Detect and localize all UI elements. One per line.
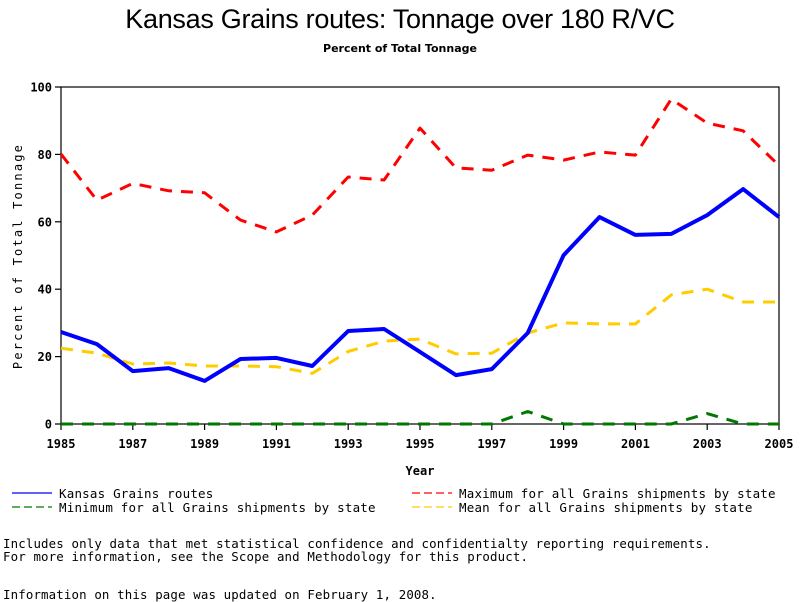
legend: Kansas Grains routes Maximum for all Grai… — [12, 486, 776, 515]
legend-label: Maximum for all Grains shipments by stat… — [459, 486, 776, 501]
x-tick-label: 1999 — [549, 437, 578, 451]
x-tick-label: 1995 — [406, 437, 435, 451]
footnote-methodology: For more information, see the Scope and … — [3, 549, 528, 564]
y-tick-label: 0 — [45, 418, 52, 432]
series-maximum-for-all-grains-shipments-by-state — [61, 99, 779, 232]
legend-item: Maximum for all Grains shipments by stat… — [412, 486, 776, 501]
series-minimum-for-all-grains-shipments-by-state — [61, 412, 779, 425]
x-tick-label: 2005 — [765, 437, 794, 451]
x-tick-label: 1997 — [477, 437, 506, 451]
x-tick-label: 2001 — [621, 437, 650, 451]
x-tick-label: 2003 — [693, 437, 722, 451]
y-tick-label: 100 — [30, 81, 52, 95]
x-tick-label: 1991 — [262, 437, 291, 451]
series-mean-for-all-grains-shipments-by-state — [61, 289, 779, 373]
y-axis: 0 20 40 60 80 100 — [30, 81, 61, 432]
legend-label: Minimum for all Grains shipments by stat… — [59, 500, 376, 515]
x-tick-label: 1993 — [334, 437, 363, 451]
y-tick-label: 60 — [38, 215, 52, 229]
y-tick-label: 80 — [38, 148, 52, 162]
x-tick-label: 1989 — [190, 437, 219, 451]
series-kansas-grains-routes — [61, 189, 779, 381]
legend-label: Kansas Grains routes — [59, 486, 214, 501]
y-axis-title: Percent of Total Tonnage — [11, 143, 25, 369]
y-tick-label: 20 — [38, 350, 52, 364]
legend-item: Mean for all Grains shipments by state — [412, 500, 753, 515]
line-chart: 0 20 40 60 80 100 1985 1987 1989 1991 1993 1995 199… — [0, 0, 800, 530]
series-layer — [61, 99, 779, 424]
plot-border — [61, 87, 779, 424]
y-tick-label: 40 — [38, 283, 52, 297]
plot-frame — [61, 87, 779, 424]
x-axis-title: Year — [406, 464, 435, 478]
x-axis: 1985 1987 1989 1991 1993 1995 1997 1999 2001 2003… — [47, 424, 794, 451]
legend-item: Kansas Grains routes — [12, 486, 214, 501]
x-tick-label: 1987 — [118, 437, 147, 451]
legend-item: Minimum for all Grains shipments by stat… — [12, 500, 376, 515]
x-tick-label: 1985 — [47, 437, 76, 451]
legend-label: Mean for all Grains shipments by state — [459, 500, 753, 515]
